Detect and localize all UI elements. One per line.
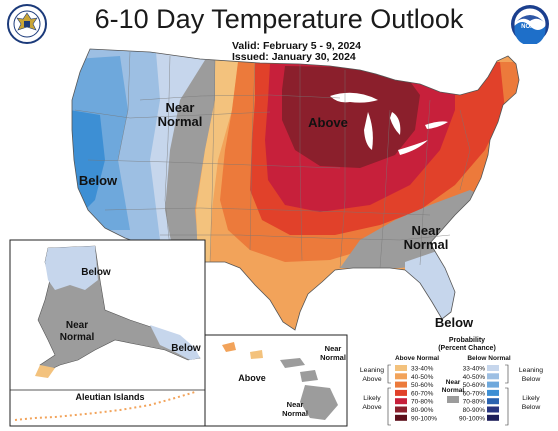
alaska-below-region bbox=[45, 246, 98, 290]
legend-panel bbox=[350, 335, 558, 431]
label-alaska-below: Below bbox=[81, 267, 111, 278]
legend-above-label-3: 60-70% bbox=[411, 390, 434, 397]
legend-above-swatch-0 bbox=[395, 365, 407, 371]
legend-near-normal: Near Normal bbox=[442, 379, 465, 394]
label-below-florida: Below bbox=[434, 315, 474, 330]
legend-below-label-5: 80-90% bbox=[463, 407, 486, 414]
legend-below-label-4: 70-80% bbox=[463, 399, 486, 406]
alaska-above-region bbox=[35, 365, 55, 378]
valid-line: Valid: February 5 - 9, 2024 bbox=[232, 40, 361, 52]
legend-above-swatches: 33-40%40-50%50-60%60-70% 70-80%80-90%90-1… bbox=[395, 365, 437, 422]
legend-above-swatch-2 bbox=[395, 381, 407, 388]
hawaii-kauai bbox=[222, 342, 236, 352]
legend-likely-above: Likely Above bbox=[362, 395, 381, 411]
above-33-40-region bbox=[196, 60, 238, 262]
noaa-logo-icon: NOAA bbox=[511, 5, 549, 44]
legend-title: Probability bbox=[449, 337, 485, 344]
legend-above-header: Above Normal bbox=[395, 355, 439, 362]
legend-above-swatch-5 bbox=[395, 406, 407, 413]
label-below-west: Below bbox=[78, 173, 118, 188]
label-above-midwest: Above bbox=[308, 115, 348, 130]
legend-below-label-2: 50-60% bbox=[463, 382, 486, 389]
legend-near-normal-swatch bbox=[447, 396, 459, 403]
lake-michigan bbox=[364, 112, 373, 150]
legend-subtitle: (Percent Chance) bbox=[438, 345, 496, 352]
legend-below-swatch-0 bbox=[487, 365, 499, 371]
issued-label: Issued: bbox=[232, 51, 269, 63]
legend-below-label-6: 90-100% bbox=[459, 415, 485, 422]
label-aleutian-islands: Aleutian Islands bbox=[75, 392, 145, 402]
legend-below-swatches: 33-40%40-50%50-60%60-70% 70-80%80-90%90-1… bbox=[459, 365, 499, 422]
legend-below-label-1: 40-50% bbox=[463, 374, 486, 381]
above-80-90-region bbox=[282, 66, 420, 168]
commerce-seal-icon bbox=[7, 4, 47, 44]
legend-below-header: Below Normal bbox=[467, 355, 511, 362]
label-alaska-below-southeast: Below bbox=[171, 343, 201, 354]
legend-above-label-2: 50-60% bbox=[411, 382, 434, 389]
legend-above-swatch-3 bbox=[395, 389, 407, 396]
issued-line: Issued: January 30, 2024 bbox=[232, 51, 356, 63]
hawaii-molokai bbox=[280, 358, 305, 368]
valid-label: Valid: bbox=[232, 40, 261, 52]
legend-below-swatch-2 bbox=[487, 381, 499, 388]
hawaii-oahu bbox=[250, 350, 263, 359]
lake-ontario bbox=[425, 121, 448, 129]
legend-above-swatch-6 bbox=[395, 414, 407, 421]
legend-below-swatch-1 bbox=[487, 373, 499, 380]
label-near-normal-southeast: Near Normal bbox=[403, 223, 449, 252]
noaa-text: NOAA bbox=[521, 24, 539, 30]
legend-below-swatch-4 bbox=[487, 398, 499, 405]
legend-below-label-3: 60-70% bbox=[463, 390, 486, 397]
legend-above-label-4: 70-80% bbox=[411, 399, 434, 406]
lake-superior bbox=[330, 92, 378, 103]
legend-below-label-0: 33-40% bbox=[463, 366, 486, 373]
hawaii-big-island bbox=[300, 385, 338, 420]
hawaii-maui bbox=[300, 370, 318, 382]
aleutian-chain bbox=[14, 391, 196, 421]
legend-above-label-0: 33-40% bbox=[411, 366, 434, 373]
valid-value: February 5 - 9, 2024 bbox=[262, 40, 361, 52]
legend-below-swatch-6 bbox=[487, 414, 499, 421]
label-hawaii-above: Above bbox=[238, 373, 266, 383]
legend-above-label-5: 80-90% bbox=[411, 407, 434, 414]
state-lines bbox=[74, 51, 471, 269]
near-normal-rockies-region bbox=[165, 60, 215, 262]
label-hawaii-near-normal-1: Near Normal bbox=[320, 344, 346, 362]
label-alaska-near-normal: Near Normal bbox=[59, 320, 95, 343]
page-title: 6-10 Day Temperature Outlook bbox=[94, 4, 464, 34]
legend-brackets bbox=[387, 364, 509, 426]
legend-above-swatch-4 bbox=[395, 398, 407, 405]
alaska-below-southeast-region bbox=[150, 325, 200, 360]
legend-leaning-below: Leaning Below bbox=[519, 367, 543, 383]
issued-value: January 30, 2024 bbox=[271, 51, 356, 63]
legend-below-swatch-3 bbox=[487, 389, 499, 396]
legend-above-label-6: 90-100% bbox=[411, 415, 437, 422]
legend-likely-below: Likely Below bbox=[522, 395, 541, 411]
legend-below-swatch-5 bbox=[487, 406, 499, 413]
label-near-normal-west: Near Normal bbox=[157, 100, 203, 129]
label-hawaii-near-normal-2: Near Normal bbox=[282, 400, 308, 418]
legend-leaning-above: Leaning Above bbox=[360, 367, 384, 383]
lake-erie bbox=[398, 140, 428, 155]
legend-above-swatch-1 bbox=[395, 373, 407, 380]
legend-above-label-1: 40-50% bbox=[411, 374, 434, 381]
lake-huron bbox=[390, 112, 401, 135]
